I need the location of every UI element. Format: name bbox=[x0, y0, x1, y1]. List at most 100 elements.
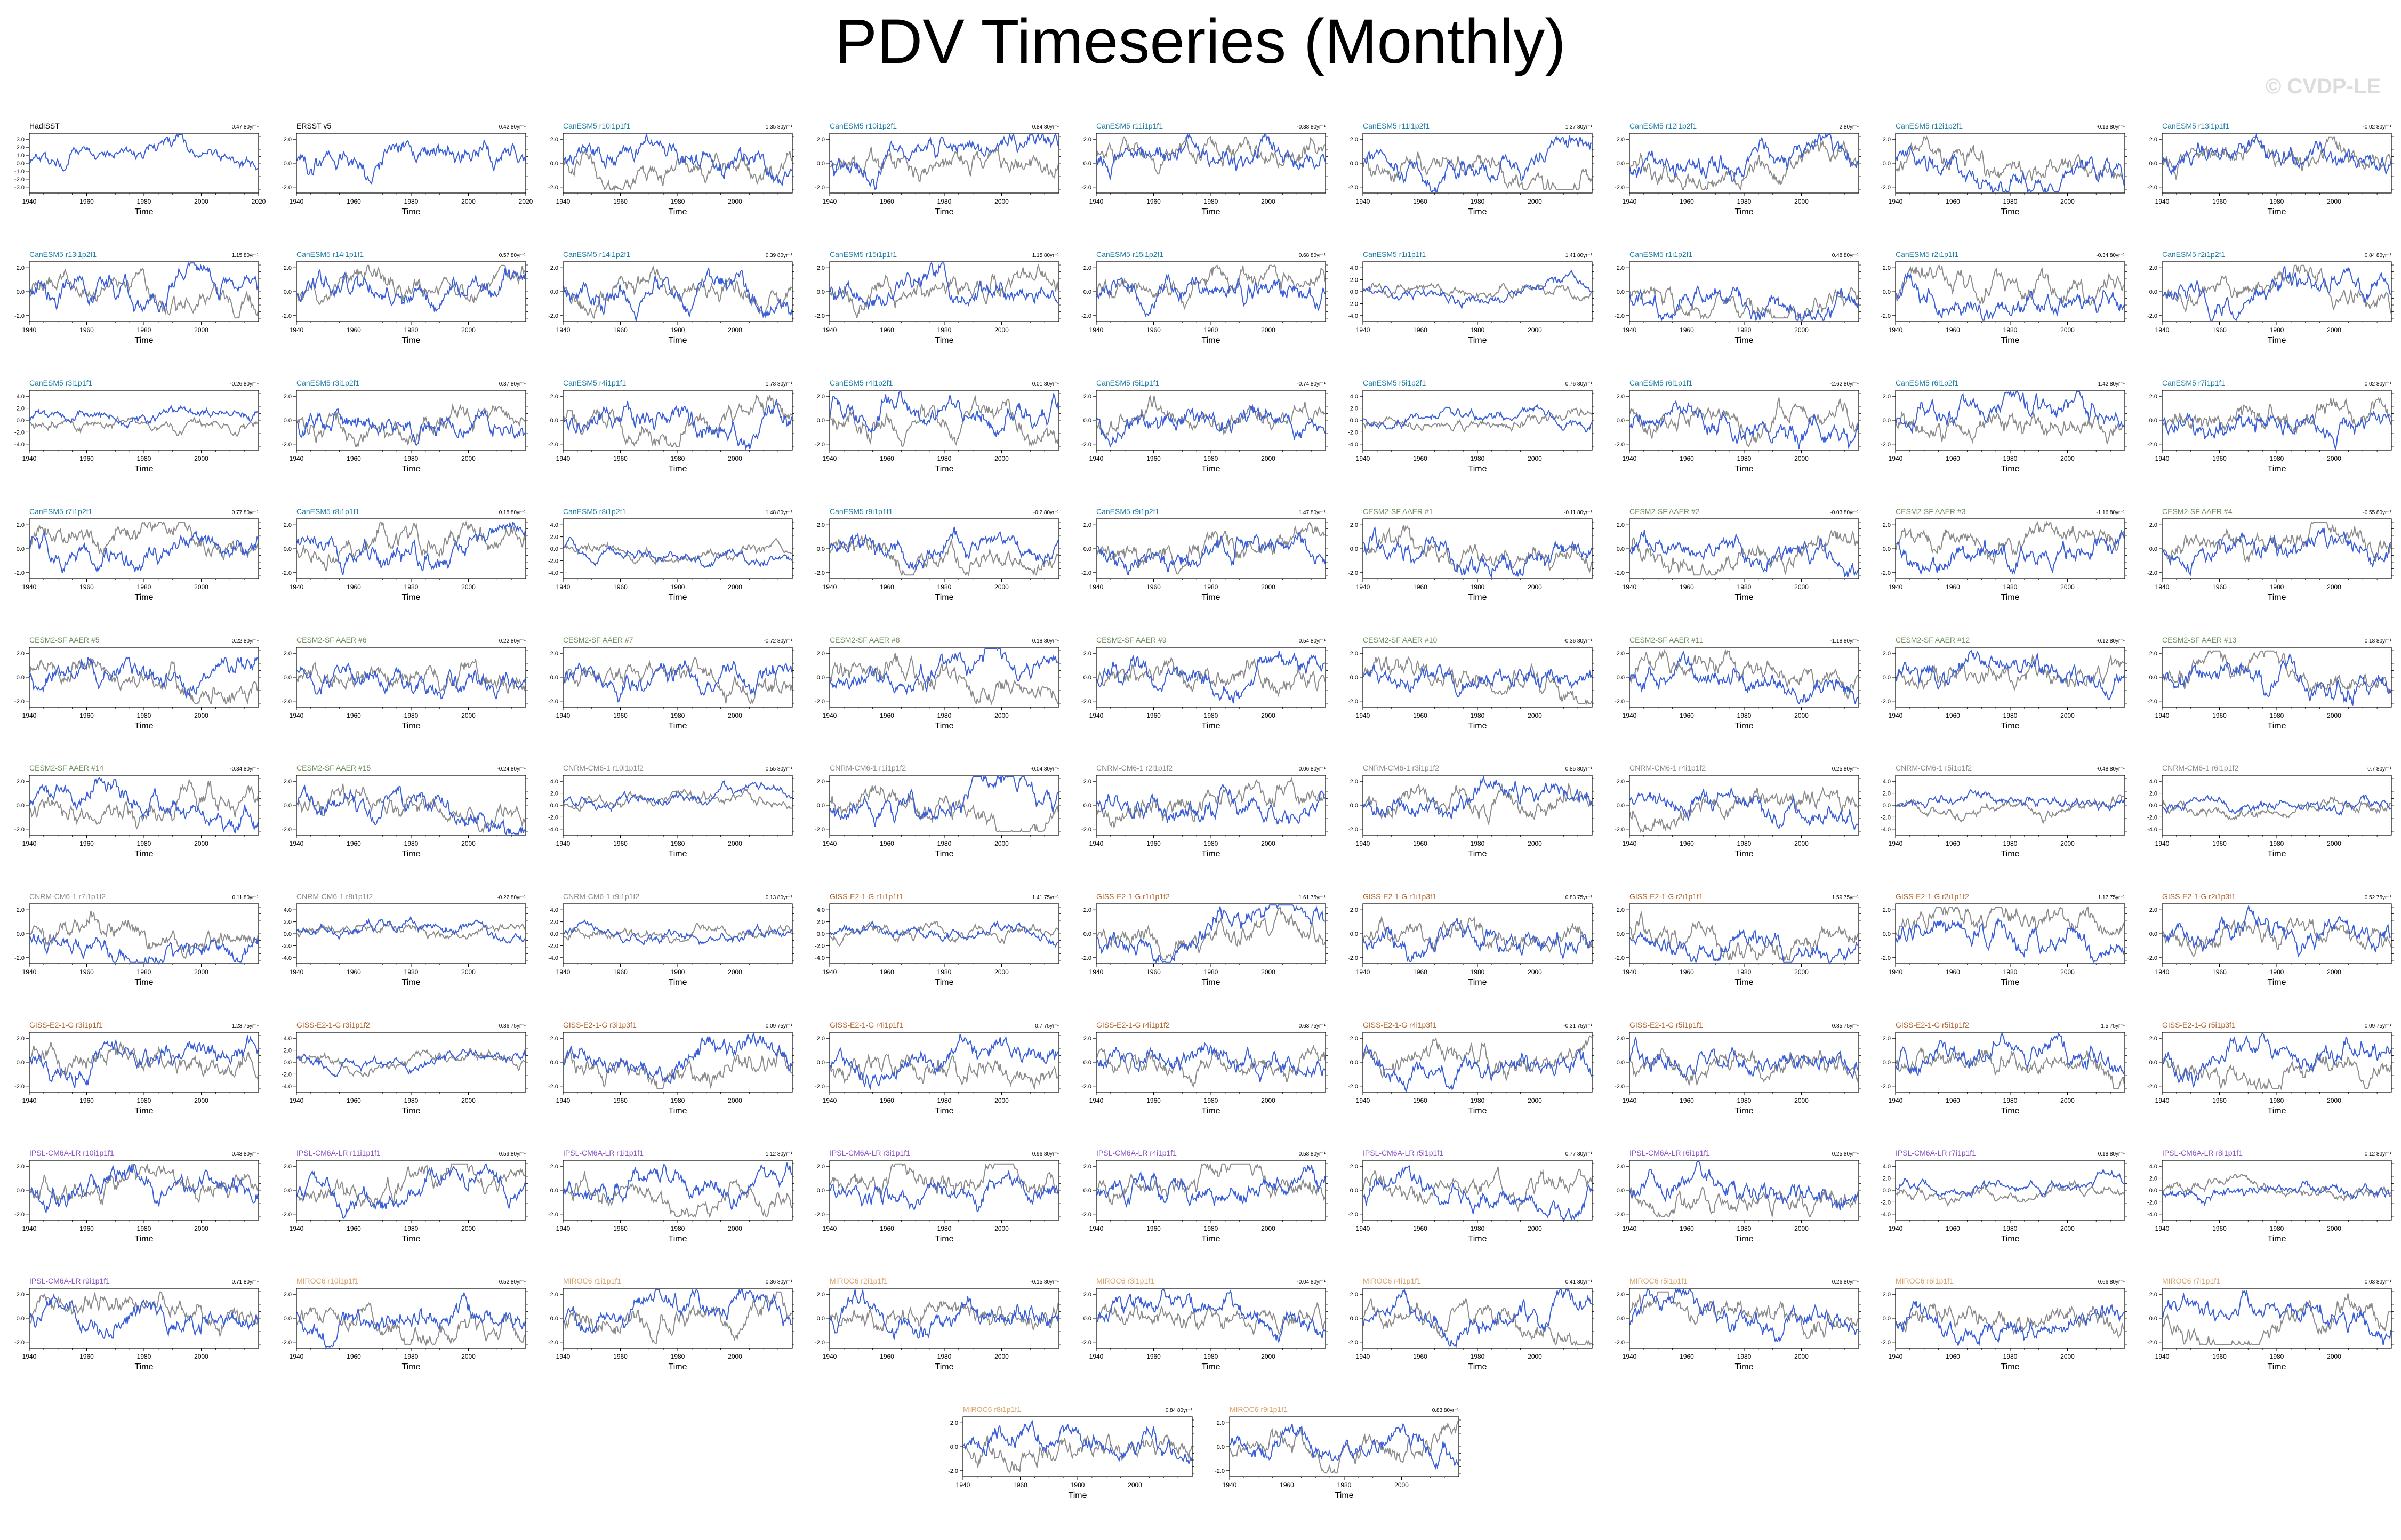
panel-trend: 1.37 80yr⁻¹ bbox=[1565, 124, 1593, 130]
reference-series-line bbox=[1629, 1048, 1859, 1087]
x-tick-label: 2000 bbox=[1528, 1353, 1542, 1360]
panel-title: GISS-E2-1-G r2i1p3f1 bbox=[2162, 892, 2236, 901]
member-series-line bbox=[29, 1293, 259, 1339]
y-tick-label: -2.0 bbox=[815, 827, 825, 833]
reference-series-line bbox=[296, 659, 526, 694]
x-tick-label: 1980 bbox=[137, 1097, 151, 1104]
y-tick-label: 2.0 bbox=[1617, 1164, 1625, 1170]
panel-title: IPSL-CM6A-LR r5i1p1f1 bbox=[1363, 1149, 1443, 1157]
x-tick-label: 1940 bbox=[290, 840, 304, 847]
y-tick-label: 2.0 bbox=[1883, 1292, 1891, 1298]
x-tick-label: 1980 bbox=[137, 583, 151, 591]
x-tick-label: 1980 bbox=[937, 326, 952, 334]
panel-title: MIROC6 r5i1p1f1 bbox=[1629, 1277, 1688, 1285]
panel-title: CESM2-SF AAER #5 bbox=[29, 636, 100, 644]
x-axis-label: Time bbox=[1202, 1234, 1220, 1244]
panel-68: GISS-E2-1-G r4i1p1f2 0.63 75yr⁻¹ 2.0 0.0 -2.… bbox=[1081, 1021, 1328, 1116]
y-tick-label: -2.0 bbox=[1881, 1340, 1891, 1346]
page-title: PDV Timeseries (Monthly) bbox=[835, 6, 1566, 77]
y-tick-label: 0.0 bbox=[2149, 546, 2157, 552]
x-tick-label: 2000 bbox=[994, 198, 1009, 205]
y-tick-label: 2.0 bbox=[1883, 651, 1891, 657]
reference-series-line bbox=[1363, 282, 1592, 302]
member-series-line bbox=[29, 777, 259, 834]
x-axis-label: Time bbox=[2268, 336, 2286, 345]
member-series-line bbox=[1629, 1161, 1859, 1210]
panel-trend: -0.34 80yr⁻¹ bbox=[2096, 253, 2125, 259]
x-tick-label: 1940 bbox=[290, 968, 304, 976]
plot-frame bbox=[29, 133, 259, 194]
x-tick-label: 2000 bbox=[728, 840, 742, 847]
x-axis-label: Time bbox=[135, 464, 154, 474]
x-tick-label: 1940 bbox=[1623, 583, 1637, 591]
x-tick-label: 1980 bbox=[2270, 968, 2284, 976]
panel-trend: 0.01 80yr⁻¹ bbox=[1032, 381, 1059, 387]
x-tick-label: 1960 bbox=[1146, 1353, 1161, 1360]
x-tick-label: 1980 bbox=[2270, 198, 2284, 205]
y-tick-label: 2.0 bbox=[1617, 907, 1625, 913]
y-tick-label: 2.0 bbox=[550, 651, 558, 657]
panel-13: CanESM5 r15i1p1f1 1.15 80yr⁻¹ 2.0 0.0 -2.0 19… bbox=[815, 250, 1061, 345]
y-tick-label: 0.0 bbox=[1083, 931, 1091, 937]
reference-series-line bbox=[563, 1046, 792, 1089]
x-axis-label: Time bbox=[1735, 978, 1754, 987]
panel-trend: 0.83 80yr⁻¹ bbox=[1432, 1408, 1459, 1414]
panel-47: CESM2-SF AAER #15 -0.24 80yr⁻¹ 2.0 0.0 -2.0 1… bbox=[282, 764, 528, 859]
member-series-line bbox=[2162, 410, 2391, 451]
panel-89: MIROC6 r6i1p1f1 0.66 80yr⁻¹ 2.0 0.0 -2.0 1940… bbox=[1881, 1277, 2127, 1371]
panel-trend: 0.55 80yr⁻¹ bbox=[766, 766, 793, 772]
x-tick-label: 1940 bbox=[22, 1353, 37, 1360]
y-tick-label: 2.0 bbox=[1350, 137, 1358, 143]
panel-title: CESM2-SF AAER #7 bbox=[563, 636, 633, 644]
x-tick-label: 1980 bbox=[937, 968, 952, 976]
x-axis-label: Time bbox=[2001, 1362, 2020, 1371]
x-tick-label: 1940 bbox=[556, 840, 571, 847]
panel-trend: 0.18 80yr⁻¹ bbox=[499, 510, 526, 516]
x-tick-label: 1960 bbox=[1146, 712, 1161, 719]
x-tick-label: 1940 bbox=[22, 1097, 37, 1104]
panel-trend: 0.18 80yr⁻¹ bbox=[2098, 1151, 2125, 1157]
member-series-line bbox=[296, 1163, 526, 1219]
y-tick-label: -2.0 bbox=[1081, 442, 1091, 448]
reference-series-line bbox=[29, 267, 259, 319]
y-tick-label: 2.0 bbox=[1883, 522, 1891, 528]
x-tick-label: 1960 bbox=[347, 1353, 361, 1360]
x-axis-label: Time bbox=[1468, 978, 1487, 987]
x-tick-label: 2000 bbox=[1528, 1225, 1542, 1232]
y-tick-label: -2.0 bbox=[548, 814, 558, 821]
x-tick-label: 1960 bbox=[79, 840, 94, 847]
y-tick-label: 0.0 bbox=[1617, 675, 1625, 681]
x-tick-label: 1980 bbox=[937, 1225, 952, 1232]
panel-trend: 0.7 80yr⁻¹ bbox=[2367, 766, 2391, 772]
x-tick-label: 1940 bbox=[556, 583, 571, 591]
x-tick-label: 1940 bbox=[1889, 583, 1903, 591]
x-tick-label: 1960 bbox=[613, 1097, 628, 1104]
x-tick-label: 2000 bbox=[461, 583, 476, 591]
panel-87: MIROC6 r4i1p1f1 0.41 80yr⁻¹ 2.0 0.0 -2.0 1940… bbox=[1348, 1277, 1594, 1371]
panel-42: CESM2-SF AAER #10 -0.36 80yr⁻¹ 2.0 0.0 -2.0 1… bbox=[1348, 636, 1594, 731]
x-tick-label: 1940 bbox=[1889, 1225, 1903, 1232]
member-series-line bbox=[830, 920, 1059, 948]
y-tick-label: 0.0 bbox=[17, 931, 25, 937]
x-tick-label: 1960 bbox=[347, 712, 361, 719]
panel-title: CanESM5 r9i1p1f1 bbox=[830, 507, 893, 516]
panel-trend: 0.48 80yr⁻¹ bbox=[1832, 253, 1859, 259]
x-tick-label: 1980 bbox=[1204, 840, 1218, 847]
y-tick-label: 0.0 bbox=[2149, 161, 2157, 167]
member-series-line bbox=[963, 1419, 1192, 1465]
x-tick-label: 1960 bbox=[1146, 198, 1161, 205]
x-tick-label: 1980 bbox=[1204, 455, 1218, 462]
x-tick-label: 1940 bbox=[1889, 326, 1903, 334]
member-series-line bbox=[830, 1170, 1059, 1213]
x-tick-label: 2000 bbox=[728, 1225, 742, 1232]
y-tick-label: 0.0 bbox=[817, 161, 825, 167]
panel-title: MIROC6 r7i1p1f1 bbox=[2162, 1277, 2220, 1285]
x-tick-label: 1980 bbox=[2003, 583, 2018, 591]
panel-title: GISS-E2-1-G r4i1p1f1 bbox=[830, 1021, 903, 1029]
y-tick-label: 0.0 bbox=[1350, 1060, 1358, 1066]
y-tick-label: -4.0 bbox=[815, 955, 825, 961]
x-tick-label: 1960 bbox=[347, 455, 361, 462]
panel-48: CNRM-CM6-1 r10i1p1f2 0.55 80yr⁻¹ 4.0 2.0 0.0… bbox=[548, 764, 794, 859]
panel-11: CanESM5 r14i1p1f1 0.57 80yr⁻¹ 2.0 0.0 -2.0 19… bbox=[282, 250, 528, 345]
y-tick-label: -2.0 bbox=[1081, 185, 1091, 191]
